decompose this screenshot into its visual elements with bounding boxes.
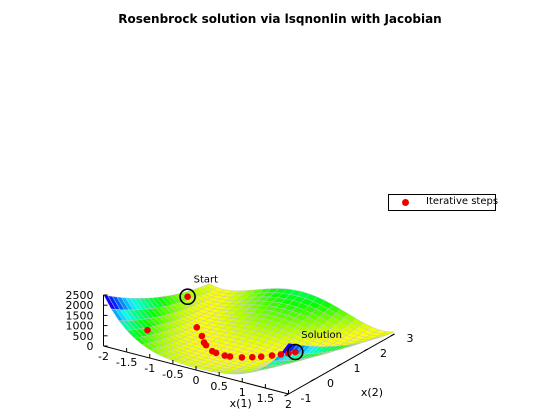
- iterative-step-point: [193, 324, 201, 331]
- x-axis-label: x(1): [230, 397, 252, 410]
- y-tick: [337, 363, 342, 367]
- axes: [103, 294, 395, 397]
- legend-marker: [402, 199, 409, 206]
- z-tick-label: 0: [87, 340, 94, 353]
- iterative-step-point: [277, 351, 285, 358]
- x-tick-label: -1.5: [116, 356, 137, 369]
- y-tick-label: 3: [407, 332, 414, 345]
- x-tick-label: 1: [239, 386, 246, 399]
- chart-title: Rosenbrock solution via lsqnonlin with J…: [118, 12, 442, 26]
- y-tick: [390, 333, 395, 337]
- x-tick-label: 0: [193, 374, 200, 387]
- iterative-step-point: [249, 353, 256, 361]
- iterative-step-point: [144, 326, 151, 334]
- iterative-step-point: [292, 348, 299, 356]
- iterative-step-point: [257, 353, 265, 361]
- y-tick-label: -1: [301, 392, 312, 405]
- x-tick-label: -2: [98, 350, 109, 363]
- solution-ring: [286, 343, 304, 361]
- rosenbrock-surface: [103, 283, 395, 375]
- y-tick-label: 0: [327, 377, 334, 390]
- x-tick-label: 1.5: [257, 392, 275, 405]
- x-tick-label: -0.5: [162, 368, 183, 381]
- y-tick-label: 2: [380, 347, 387, 360]
- z-tick-label: 1000: [66, 320, 94, 333]
- legend-label: Iterative steps: [426, 196, 499, 207]
- iterative-step-point: [198, 332, 206, 340]
- z-tick-label: 2000: [66, 299, 94, 312]
- z-tick-label: 2500: [66, 289, 94, 302]
- start-ring: [179, 288, 196, 306]
- x-tick-label: 2: [285, 398, 292, 411]
- iterative-steps-series: [144, 288, 304, 361]
- x-tick-label: 0.5: [210, 380, 228, 393]
- y-tick-label: 1: [354, 362, 361, 375]
- y-tick: [284, 393, 289, 397]
- tick-labels: -2 -1.5 -1 -0.5 0 0.5 1 1.5 2 -101230500100015002…: [66, 275, 414, 411]
- iterative-step-point: [226, 353, 234, 360]
- z-tick-label: 500: [73, 330, 94, 343]
- x-tick-label: -1: [144, 362, 155, 375]
- solution-label: Solution: [301, 330, 342, 341]
- iterative-step-point: [212, 349, 220, 357]
- legend: Iterative steps: [388, 194, 499, 211]
- iterative-step-point: [221, 352, 229, 359]
- iterative-step-point: [238, 354, 246, 361]
- y-axis-label: x(2): [361, 386, 383, 399]
- iterative-step-point: [268, 352, 276, 359]
- y-tick: [310, 378, 316, 382]
- iterative-step-point: [202, 341, 210, 349]
- start-label: Start: [194, 275, 219, 286]
- y-tick: [363, 348, 369, 352]
- iterative-step-point: [184, 293, 191, 301]
- z-tick-label: 1500: [66, 309, 94, 322]
